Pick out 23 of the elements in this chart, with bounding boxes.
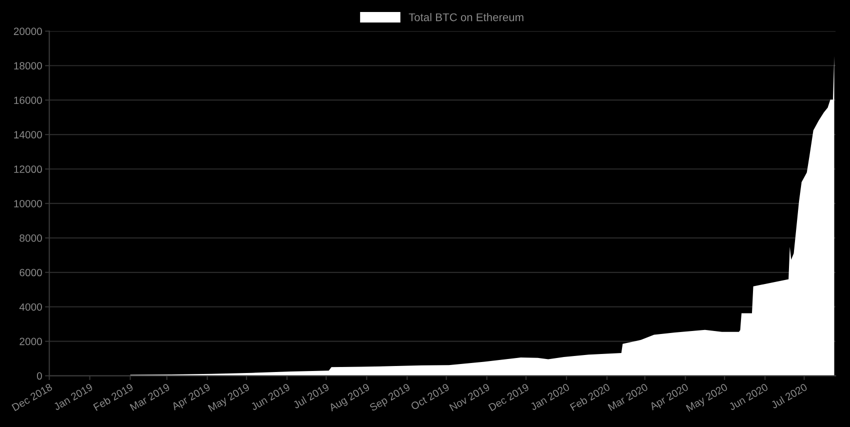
x-tick-label: Jan 2020 (530, 383, 570, 411)
y-tick-label: 16000 (14, 96, 42, 104)
y-tick-label: 8000 (20, 234, 42, 242)
x-tick-label: Dec 2018 (12, 383, 53, 412)
y-tick-label: 2000 (20, 338, 42, 346)
x-tick-label: Dec 2019 (488, 383, 530, 412)
x-tick-label: Aug 2019 (328, 383, 372, 414)
y-tick-label: 12000 (14, 166, 42, 173)
legend-label: Total BTC on Ethereum (408, 13, 524, 22)
x-tick-label: Oct 2019 (410, 383, 450, 410)
y-tick-label: 20000 (14, 28, 42, 36)
y-tick-label: 6000 (20, 268, 42, 276)
x-tick-label: Jan 2019 (52, 383, 94, 411)
y-tick-label: 18000 (14, 62, 42, 70)
y-tick-label: 10000 (14, 200, 42, 208)
x-tick-label: Jun 2020 (728, 383, 768, 411)
x-tick-label: Jul 2019 (292, 382, 330, 409)
y-tick-label: 4000 (19, 303, 42, 311)
y-tick-label: 0 (36, 372, 42, 380)
y-tick-label: 14000 (14, 131, 42, 138)
x-tick-label: Jul 2020 (770, 382, 808, 409)
x-tick-label: Jun 2019 (250, 383, 290, 411)
x-tick-label: Sep 2019 (369, 383, 412, 414)
